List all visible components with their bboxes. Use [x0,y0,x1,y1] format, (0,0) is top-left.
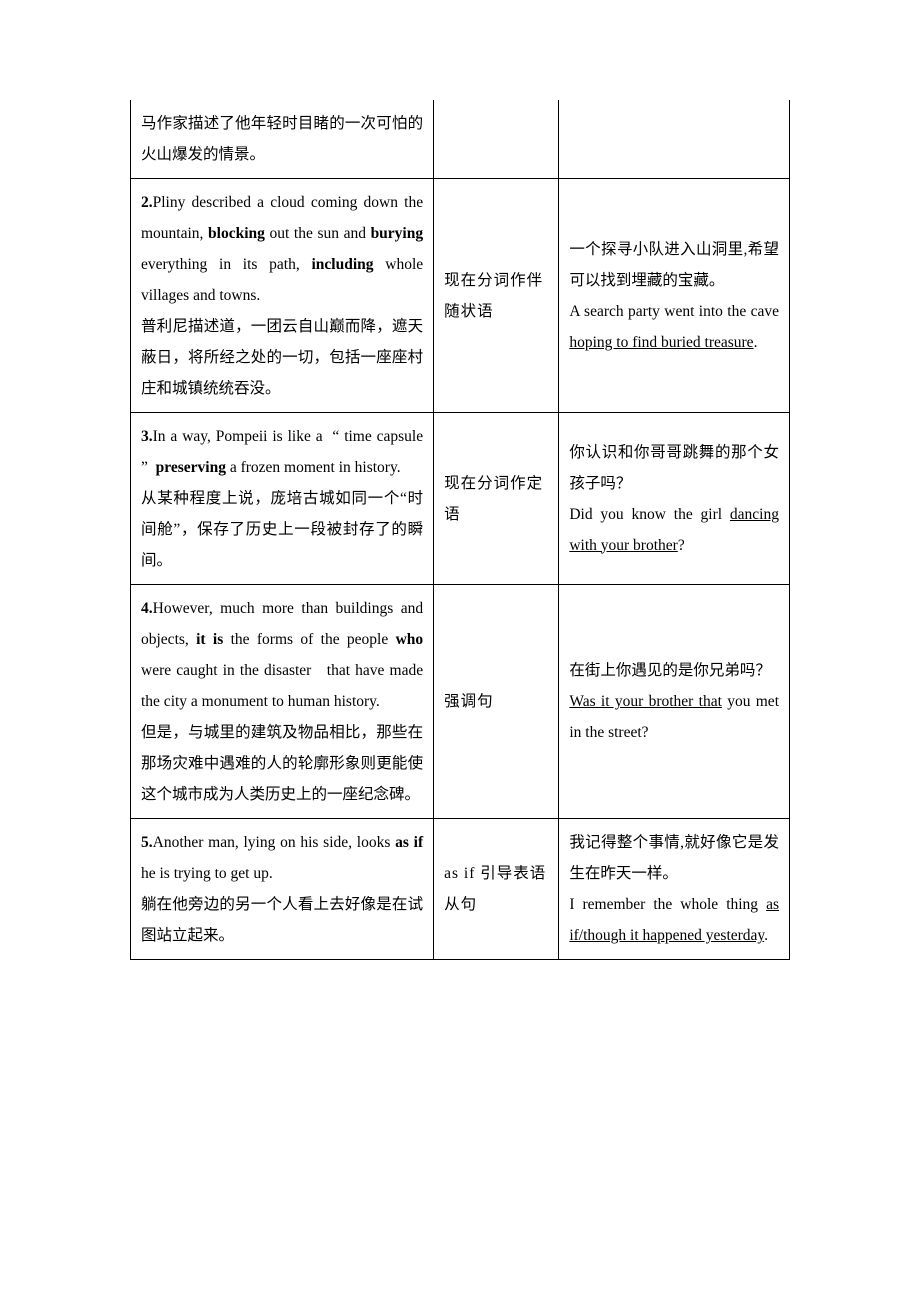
cell-example: 你认识和你哥哥跳舞的那个女孩子吗？Did you know the girl d… [559,413,790,585]
table-body: 马作家描述了他年轻时目睹的一次可怕的火山爆发的情景。2.Pliny descri… [131,100,790,960]
cell-sentence: 4.However, much more than buildings and … [131,585,434,819]
cell-example: 在街上你遇见的是你兄弟吗？Was it your brother that yo… [559,585,790,819]
cell-example: 一个探寻小队进入山洞里,希望可以找到埋藏的宝藏。A search party w… [559,179,790,413]
cell-grammar-point: 现在分词作伴随状语 [434,179,559,413]
cell-grammar-point: 强调句 [434,585,559,819]
cell-sentence: 2.Pliny described a cloud coming down th… [131,179,434,413]
cell-grammar-point: 现在分词作定语 [434,413,559,585]
cell-grammar-point [434,100,559,179]
table-row: 5.Another man, lying on his side, looks … [131,819,790,960]
cell-sentence: 马作家描述了他年轻时目睹的一次可怕的火山爆发的情景。 [131,100,434,179]
cell-grammar-point: as if 引导表语从句 [434,819,559,960]
table-row: 3.In a way, Pompeii is like a “ time cap… [131,413,790,585]
cell-sentence: 3.In a way, Pompeii is like a “ time cap… [131,413,434,585]
grammar-table: 马作家描述了他年轻时目睹的一次可怕的火山爆发的情景。2.Pliny descri… [130,100,790,960]
cell-example [559,100,790,179]
document-page: 马作家描述了他年轻时目睹的一次可怕的火山爆发的情景。2.Pliny descri… [0,0,920,1302]
table-row: 2.Pliny described a cloud coming down th… [131,179,790,413]
table-row: 4.However, much more than buildings and … [131,585,790,819]
table-row: 马作家描述了他年轻时目睹的一次可怕的火山爆发的情景。 [131,100,790,179]
cell-example: 我记得整个事情,就好像它是发生在昨天一样。I remember the whol… [559,819,790,960]
cell-sentence: 5.Another man, lying on his side, looks … [131,819,434,960]
